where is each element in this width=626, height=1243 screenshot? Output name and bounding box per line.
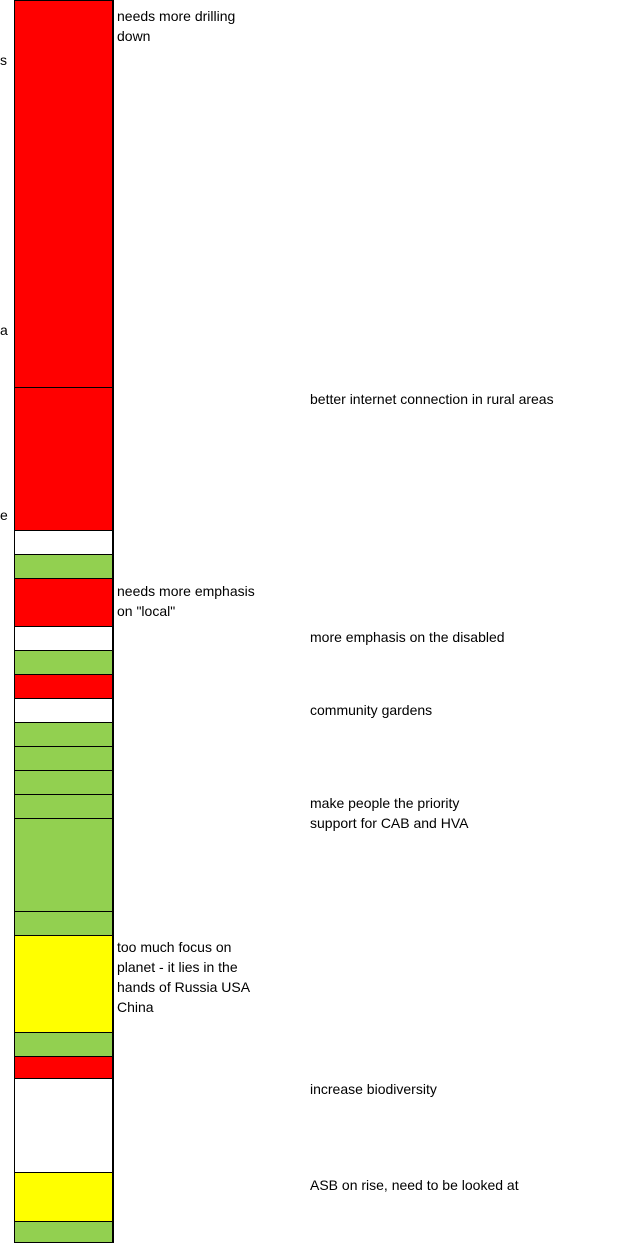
rating-cell[interactable] [14,1172,113,1222]
rating-cell[interactable] [14,0,113,388]
comment-text: increase biodiversity [310,1081,437,1097]
rating-cell[interactable] [14,387,113,531]
rating-cell[interactable] [14,578,113,627]
comment-text: more emphasis on the disabled [310,629,505,645]
rating-cell[interactable] [14,698,113,723]
rating-cell[interactable] [14,1078,113,1173]
rating-cell[interactable] [14,1221,113,1243]
clipped-text: s [0,52,7,68]
comment-text: community gardens [310,702,433,718]
comment-text: better internet connection in rural area… [310,391,554,407]
comment-text: needs more drilling down [117,8,236,44]
comment-text: ASB on rise, need to be looked at [310,1177,519,1193]
rating-cell[interactable] [14,1056,113,1079]
comment-text: needs more emphasis on "local" [117,583,255,619]
rating-cell[interactable] [14,626,113,651]
rating-cell[interactable] [14,554,113,579]
comment-text: too much focus on planet - it lies in th… [117,939,251,1015]
rating-cell[interactable] [14,530,113,555]
rating-cell[interactable] [14,722,113,747]
rating-cell[interactable] [14,746,113,771]
rating-cell[interactable] [14,1032,113,1057]
rating-cell[interactable] [14,935,113,1033]
rating-cell[interactable] [14,911,113,936]
rating-cell[interactable] [14,818,113,912]
rating-cell[interactable] [14,794,113,819]
rating-cell[interactable] [14,770,113,795]
clipped-text: e [0,507,8,523]
rating-cell[interactable] [14,650,113,675]
rating-cell[interactable] [14,674,113,699]
clipped-text: a [0,322,8,338]
comment-text: make people the priority support for CAB… [310,795,469,831]
